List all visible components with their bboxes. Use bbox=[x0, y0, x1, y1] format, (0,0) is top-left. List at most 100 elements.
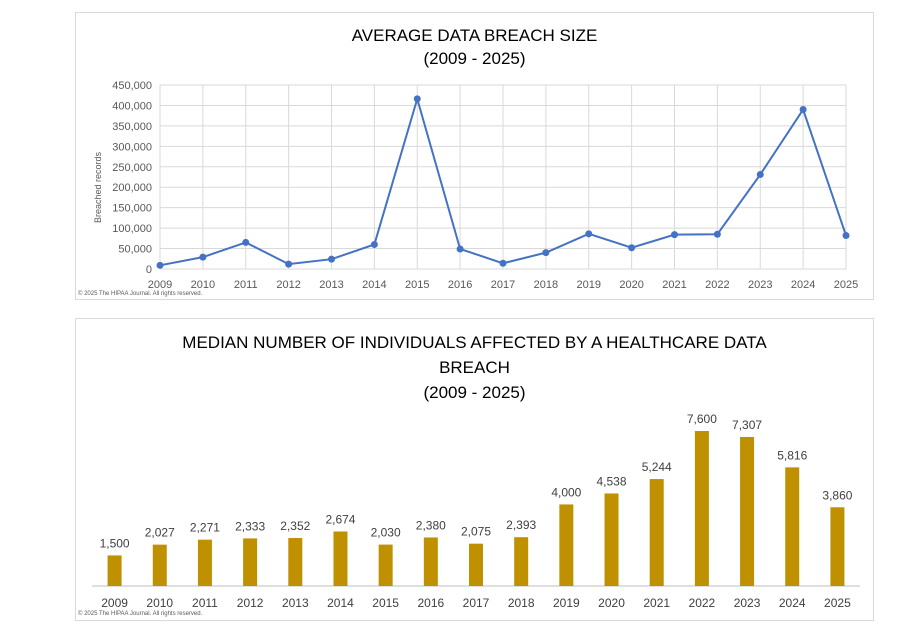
bar bbox=[830, 507, 845, 586]
bar-data-label: 2,075 bbox=[461, 525, 491, 539]
x-tick-label: 2013 bbox=[282, 596, 309, 610]
bar bbox=[694, 431, 709, 586]
bar-data-label: 5,244 bbox=[642, 460, 672, 474]
x-tick-label: 2023 bbox=[734, 596, 761, 610]
data-point bbox=[628, 244, 636, 252]
x-tick-label: 2024 bbox=[779, 596, 806, 610]
data-point bbox=[242, 238, 250, 246]
x-tick-label: 2024 bbox=[791, 279, 815, 291]
y-tick-label: 100,000 bbox=[112, 223, 152, 235]
bar-data-label: 2,027 bbox=[145, 526, 175, 540]
bar-data-label: 7,600 bbox=[687, 412, 717, 426]
bar-data-label: 2,674 bbox=[325, 512, 355, 526]
line-chart-copyright: © 2025 The HIPAA Journal. All rights res… bbox=[78, 291, 203, 297]
x-tick-label: 2011 bbox=[234, 279, 258, 291]
line-chart-subtitle: (2009 - 2025) bbox=[423, 49, 526, 68]
bar-data-label: 2,333 bbox=[235, 519, 265, 533]
y-tick-label: 300,000 bbox=[112, 141, 152, 153]
x-tick-label: 2015 bbox=[405, 279, 429, 291]
bar bbox=[107, 555, 122, 586]
x-tick-label: 2016 bbox=[448, 279, 472, 291]
x-tick-label: 2021 bbox=[643, 596, 670, 610]
bar bbox=[152, 544, 167, 586]
bar bbox=[740, 436, 755, 586]
bar bbox=[378, 544, 393, 586]
x-tick-label: 2023 bbox=[748, 279, 772, 291]
data-point bbox=[156, 261, 164, 269]
bar-data-label: 4,538 bbox=[597, 474, 627, 488]
x-tick-label: 2015 bbox=[372, 596, 399, 610]
y-tick-label: 200,000 bbox=[112, 182, 152, 194]
x-tick-label: 2012 bbox=[276, 279, 300, 291]
data-point bbox=[842, 231, 850, 239]
data-point bbox=[499, 259, 507, 267]
bar bbox=[469, 543, 483, 586]
x-tick-label: 2018 bbox=[508, 596, 535, 610]
x-tick-label: 2017 bbox=[463, 596, 490, 610]
data-point bbox=[285, 260, 293, 268]
bar-data-label: 4,000 bbox=[551, 485, 581, 499]
x-tick-label: 2012 bbox=[237, 596, 264, 610]
bar-data-label: 2,393 bbox=[506, 518, 536, 532]
bar-chart-title-line2: BREACH bbox=[439, 358, 510, 377]
y-tick-label: 250,000 bbox=[112, 162, 152, 174]
bar-chart-title-line1: MEDIAN NUMBER OF INDIVIDUALS AFFECTED BY… bbox=[182, 333, 767, 352]
x-tick-label: 2011 bbox=[192, 596, 218, 610]
data-point bbox=[199, 253, 207, 261]
data-point bbox=[542, 249, 550, 257]
x-tick-label: 2022 bbox=[689, 596, 716, 610]
bar bbox=[649, 479, 664, 586]
x-tick-label: 2016 bbox=[417, 596, 444, 610]
x-tick-label: 2014 bbox=[362, 279, 386, 291]
bar bbox=[243, 538, 258, 586]
bar-data-label: 2,271 bbox=[190, 521, 220, 535]
bar-data-label: 1,500 bbox=[100, 536, 130, 550]
bar bbox=[197, 539, 212, 586]
x-tick-label: 2018 bbox=[534, 279, 558, 291]
data-point bbox=[756, 171, 764, 179]
bar bbox=[785, 467, 800, 586]
bar bbox=[333, 531, 348, 586]
x-tick-label: 2019 bbox=[577, 279, 601, 291]
x-tick-label: 2022 bbox=[705, 279, 729, 291]
data-point bbox=[713, 230, 721, 238]
bar bbox=[423, 537, 438, 586]
bar bbox=[559, 504, 574, 586]
data-point bbox=[413, 95, 421, 103]
y-tick-label: 50,000 bbox=[118, 244, 152, 256]
x-tick-label: 2017 bbox=[491, 279, 515, 291]
x-tick-label: 2013 bbox=[319, 279, 343, 291]
data-point bbox=[799, 106, 807, 114]
data-point bbox=[328, 255, 335, 263]
y-tick-label: 0 bbox=[146, 264, 152, 276]
x-tick-label: 2025 bbox=[824, 596, 851, 610]
x-tick-label: 2019 bbox=[553, 596, 580, 610]
line-chart-panel: AVERAGE DATA BREACH SIZE (2009 - 2025) B… bbox=[75, 12, 874, 300]
data-point bbox=[585, 230, 593, 238]
x-tick-label: 2025 bbox=[834, 279, 858, 291]
bar-chart-subtitle: (2009 - 2025) bbox=[423, 383, 526, 402]
bar-data-label: 5,816 bbox=[777, 448, 807, 462]
data-point bbox=[370, 240, 378, 248]
bar-data-label: 2,352 bbox=[280, 519, 310, 533]
bar bbox=[604, 493, 619, 586]
bar-chart-plot: 1,500 2009 2,027 2010 2,271 2011 2,333 2012 2,35… bbox=[92, 412, 860, 610]
bar-data-label: 2,380 bbox=[416, 518, 446, 532]
bar-data-label: 7,307 bbox=[732, 418, 762, 432]
y-tick-label: 150,000 bbox=[112, 203, 152, 215]
x-tick-label: 2020 bbox=[598, 596, 625, 610]
x-tick-label: 2014 bbox=[327, 596, 354, 610]
data-point bbox=[671, 231, 678, 239]
y-tick-label: 350,000 bbox=[112, 121, 152, 133]
bar bbox=[514, 537, 529, 586]
x-tick-label: 2009 bbox=[101, 596, 128, 610]
x-tick-label: 2010 bbox=[191, 279, 215, 291]
bar-chart-panel: MEDIAN NUMBER OF INDIVIDUALS AFFECTED BY… bbox=[75, 318, 874, 621]
x-tick-label: 2009 bbox=[148, 279, 172, 291]
data-point bbox=[456, 245, 464, 253]
bar-data-label: 3,860 bbox=[822, 488, 852, 502]
bar bbox=[288, 538, 303, 586]
x-tick-label: 2010 bbox=[146, 596, 173, 610]
x-tick-label: 2021 bbox=[662, 279, 686, 291]
x-tick-label: 2020 bbox=[619, 279, 643, 291]
